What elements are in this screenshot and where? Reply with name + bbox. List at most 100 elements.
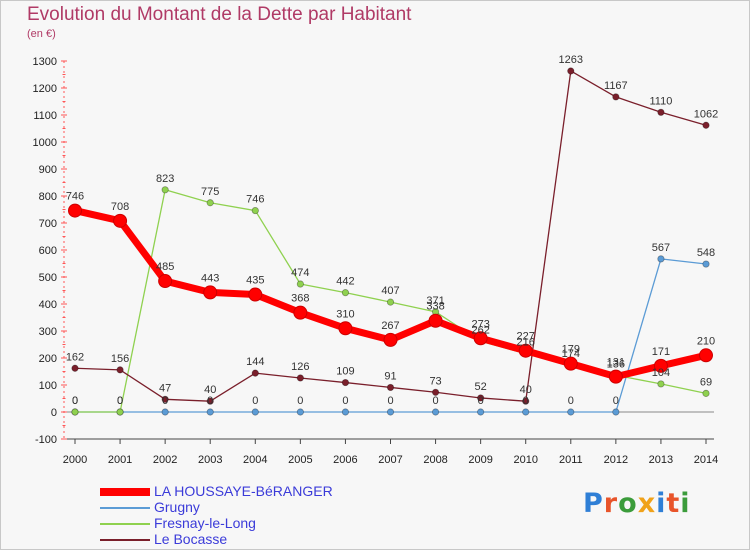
proxiti-logo: Proxiti xyxy=(583,488,691,519)
data-label-la-houssaye-b-ranger: 443 xyxy=(201,272,219,284)
x-tick-label: 2001 xyxy=(108,454,132,466)
data-label-la-houssaye-b-ranger: 746 xyxy=(66,191,84,203)
data-label-le-bocasse: 1062 xyxy=(694,108,718,120)
data-point-grugny xyxy=(296,408,304,416)
y-tick-label: 400 xyxy=(39,299,57,311)
y-tick-label: -100 xyxy=(35,434,57,446)
data-label-fresnay-le-long: 407 xyxy=(381,285,399,297)
data-point-la-houssaye-b-ranger xyxy=(248,287,263,302)
data-point-le-bocasse xyxy=(386,383,395,392)
data-label-fresnay-le-long: 823 xyxy=(156,173,174,185)
data-point-le-bocasse xyxy=(116,366,124,374)
data-point-la-houssaye-b-ranger xyxy=(563,356,578,371)
data-point-grugny xyxy=(341,408,350,416)
data-label-la-houssaye-b-ranger: 368 xyxy=(291,293,309,305)
legend-label: LA HOUSSAYE-BéRANGER xyxy=(154,483,333,499)
data-label-la-houssaye-b-ranger: 435 xyxy=(246,275,264,287)
chart-unit-label: (en €) xyxy=(27,28,56,40)
legend-swatch xyxy=(100,539,150,541)
data-label-fresnay-le-long: 474 xyxy=(291,267,309,279)
data-label-fresnay-le-long: 442 xyxy=(336,276,354,288)
legend-label: Le Bocasse xyxy=(154,531,228,547)
x-tick-label: 2004 xyxy=(243,454,267,466)
data-label-la-houssaye-b-ranger: 171 xyxy=(652,346,670,358)
data-label-fresnay-le-long: 104 xyxy=(652,367,670,379)
x-tick-label: 2005 xyxy=(288,454,312,466)
data-point-la-houssaye-b-ranger xyxy=(383,332,398,347)
data-point-le-bocasse xyxy=(567,67,575,75)
data-point-le-bocasse xyxy=(431,388,440,396)
data-label-grugny: 0 xyxy=(297,395,303,407)
y-tick-label: 600 xyxy=(39,245,57,257)
data-label-grugny: 0 xyxy=(207,395,213,407)
series-layer xyxy=(68,67,713,416)
y-tick-label: 1000 xyxy=(33,137,57,149)
data-point-la-houssaye-b-ranger xyxy=(428,313,443,328)
data-point-la-houssaye-b-ranger xyxy=(653,358,668,373)
data-label-le-bocasse: 162 xyxy=(66,351,84,363)
data-label-fresnay-le-long: 174 xyxy=(562,348,580,360)
data-point-le-bocasse xyxy=(161,395,169,403)
legend-label: Fresnay-le-Long xyxy=(154,515,256,531)
x-tick-label: 2011 xyxy=(559,454,583,466)
data-label-fresnay-le-long: 69 xyxy=(700,376,712,388)
data-point-fresnay-le-long xyxy=(296,280,304,288)
data-point-la-houssaye-b-ranger xyxy=(68,203,82,218)
legend-swatch xyxy=(100,488,150,496)
data-label-grugny: 0 xyxy=(523,395,529,407)
data-point-grugny xyxy=(206,408,214,416)
data-label-grugny: 0 xyxy=(117,395,123,407)
data-label-fresnay-le-long: 371 xyxy=(426,295,444,307)
x-tick-label: 2014 xyxy=(694,454,718,466)
data-label-le-bocasse: 52 xyxy=(475,381,487,393)
data-point-la-houssaye-b-ranger xyxy=(113,213,128,228)
data-label-le-bocasse: 109 xyxy=(336,366,354,378)
data-label-la-houssaye-b-ranger: 179 xyxy=(562,344,580,356)
data-point-le-bocasse xyxy=(477,394,485,402)
data-label-le-bocasse: 1167 xyxy=(604,80,628,92)
data-label-le-bocasse: 40 xyxy=(520,384,532,396)
data-point-le-bocasse xyxy=(702,121,710,129)
data-point-fresnay-le-long xyxy=(702,389,710,397)
data-point-la-houssaye-b-ranger xyxy=(203,285,218,300)
chart-title: Evolution du Montant de la Dette par Hab… xyxy=(27,4,412,25)
data-label-grugny: 0 xyxy=(613,395,619,407)
data-label-fresnay-le-long: 0 xyxy=(72,395,78,407)
data-point-le-bocasse xyxy=(657,108,665,116)
y-tick-label: 0 xyxy=(51,407,57,419)
data-label-fresnay-le-long: 216 xyxy=(517,337,535,349)
x-tick-label: 2007 xyxy=(378,454,402,466)
logo-letter: i xyxy=(680,488,691,519)
data-label-grugny: 0 xyxy=(478,395,484,407)
x-tick-label: 2008 xyxy=(423,454,447,466)
x-tick-label: 2009 xyxy=(468,454,492,466)
data-label-la-houssaye-b-ranger: 485 xyxy=(156,261,174,273)
data-point-le-bocasse xyxy=(296,374,304,382)
logo-letter: i xyxy=(656,488,667,519)
logo-letter: o xyxy=(618,488,638,519)
data-label-grugny: 0 xyxy=(342,395,348,407)
y-tick-label: 1100 xyxy=(33,110,57,122)
data-point-la-houssaye-b-ranger xyxy=(518,343,533,358)
data-point-grugny xyxy=(612,408,620,416)
data-point-grugny xyxy=(567,408,575,416)
data-label-fresnay-le-long: 136 xyxy=(607,358,625,370)
data-label-grugny: 0 xyxy=(162,395,168,407)
data-label-la-houssaye-b-ranger: 267 xyxy=(381,320,399,332)
data-point-le-bocasse xyxy=(206,397,214,405)
data-label-la-houssaye-b-ranger: 338 xyxy=(426,301,444,313)
y-tick-label: 300 xyxy=(39,326,57,338)
logo-letter: t xyxy=(666,488,681,519)
data-point-grugny xyxy=(161,408,169,416)
data-label-grugny: 0 xyxy=(72,395,78,407)
axes: -100010020030040050060070080090010001100… xyxy=(33,56,719,466)
data-point-le-bocasse xyxy=(341,378,350,387)
data-label-le-bocasse: 47 xyxy=(159,382,171,394)
data-point-la-houssaye-b-ranger xyxy=(158,274,173,289)
data-label-le-bocasse: 73 xyxy=(429,375,441,387)
data-point-la-houssaye-b-ranger xyxy=(338,321,353,336)
data-label-fresnay-le-long: 262 xyxy=(471,324,489,336)
x-tick-label: 2002 xyxy=(153,454,177,466)
y-tick-label: 1300 xyxy=(33,56,57,68)
legend-label: Grugny xyxy=(154,499,200,515)
